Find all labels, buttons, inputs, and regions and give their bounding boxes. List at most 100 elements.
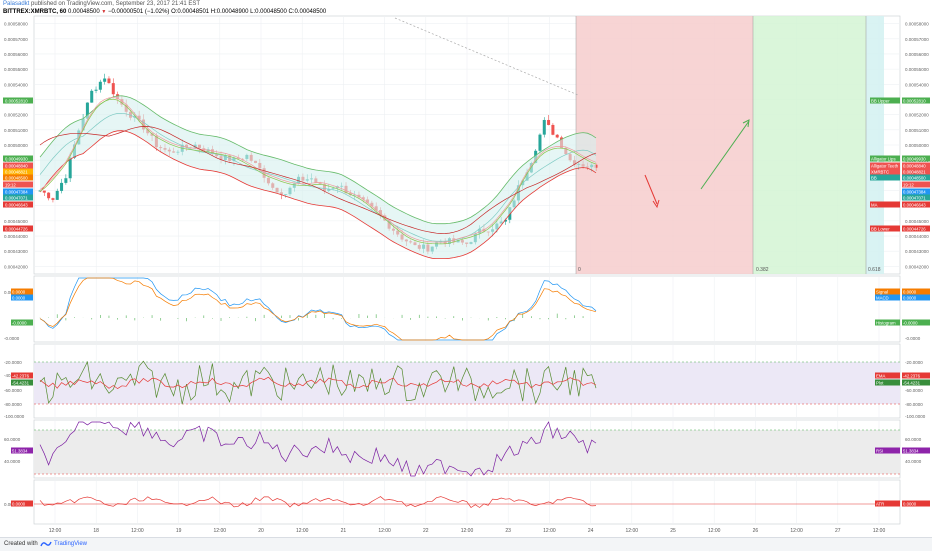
indicator-name-label-text: Signal — [876, 290, 888, 295]
x-tick-label: 12:00 — [708, 528, 721, 534]
x-tick-label: 18 — [93, 528, 99, 534]
indicator-value-right — [902, 294, 930, 301]
price-label-right-text: 19:12 — [903, 183, 914, 188]
y-tick-label-right: 0.00043000 — [905, 249, 929, 254]
indicator-value-right-text: -42.2376 — [903, 374, 921, 379]
candle-body — [503, 219, 507, 222]
price-label-left — [3, 194, 33, 201]
forecast-arrow-down — [644, 174, 658, 205]
sub-y-tick-left: 40.0000 — [4, 459, 21, 464]
price-label-right-text: 0.00048821 — [903, 170, 926, 175]
x-tick-label: 21 — [341, 528, 347, 534]
author-name[interactable]: Palasadkt — [3, 1, 30, 7]
indicator-value-left-text: -0.0000 — [12, 321, 27, 326]
y-tick-label-right: 0.00058000 — [905, 22, 929, 27]
indicator-value-left-text: 0.0000 — [12, 502, 26, 507]
indicator-value-right — [902, 500, 930, 507]
price-label-left-text: 0.00048500 — [5, 176, 28, 181]
price-label-left — [3, 174, 33, 181]
signal-line — [39, 277, 597, 341]
price-label-right-text: 0.00044726 — [903, 227, 926, 232]
x-tick-label: 12:00 — [131, 528, 144, 534]
created-with-text: Created with — [4, 541, 38, 547]
indicator-name-label — [875, 294, 900, 301]
fib-zone-red — [576, 16, 753, 274]
bollinger-lower-line — [39, 130, 597, 259]
fib-label: 0.382 — [756, 267, 769, 273]
tradingview-brand[interactable]: TradingView — [54, 541, 88, 547]
candle-body — [538, 134, 542, 151]
footer-bar: Created with TradingView — [0, 537, 932, 551]
price-label-right-text: 0.00047071 — [903, 196, 926, 201]
candle-body — [47, 192, 51, 199]
indicator-value-left-text: -42.2376 — [12, 374, 30, 379]
x-tick-label: 24 — [588, 528, 594, 534]
candle-body — [555, 134, 559, 138]
price-label-right — [902, 168, 930, 175]
candle-body — [547, 119, 551, 125]
price-label-right-text: 0.00052810 — [903, 99, 926, 104]
indicator-value-left — [11, 447, 33, 454]
indicator-name-label-text: MACD — [876, 296, 889, 301]
symbol-name[interactable]: BITTREX:XMRBTC, 60 — [3, 9, 67, 15]
candle-body — [60, 182, 64, 191]
x-tick-label: 12:00 — [790, 528, 803, 534]
price-label-right — [902, 174, 930, 181]
price-label-left — [3, 162, 33, 169]
down-arrow-icon: ▼ — [101, 9, 107, 15]
y-tick-label-left: 0.00057000 — [4, 37, 28, 42]
alligator-teeth-line — [39, 96, 597, 243]
candle-body — [85, 102, 89, 119]
candle-body — [98, 81, 102, 90]
indicator-value-right — [902, 319, 930, 326]
indicator-name-label-text: Histogram — [876, 321, 896, 326]
price-label-right-text: 0.00048500 — [903, 176, 926, 181]
trend-line-dashed — [394, 17, 579, 96]
price-label-right-text: 0.00047384 — [903, 190, 926, 195]
x-tick-label: 19 — [176, 528, 182, 534]
y-tick-label-right: 0.00052000 — [905, 113, 929, 118]
y-tick-label-left: 0.00052000 — [4, 113, 28, 118]
price-label-right — [902, 225, 930, 232]
price-label-right — [902, 181, 930, 188]
candle-body — [55, 190, 59, 200]
sub-y-tick-left: 60.0000 — [4, 437, 21, 442]
chart-svg[interactable]: 12:00 18 12:00 19 12:00 20 12:00 21 12:00 22 12:00… — [0, 0, 932, 537]
x-tick-label: 22 — [423, 528, 429, 534]
bollinger-basis-line — [39, 112, 597, 242]
price-label-right — [902, 97, 930, 104]
sub-y-tick-right: -20.0000 — [905, 360, 923, 365]
indicator-name-tag — [870, 174, 900, 181]
y-tick-label-right: 0.00050000 — [905, 143, 929, 148]
indicator-value-left-text: 51.3834 — [12, 449, 28, 454]
price-label-left — [3, 225, 33, 232]
indicator-name-label — [875, 319, 900, 326]
forecast-arrow-up — [700, 120, 750, 190]
sub-y-tick-left: -100.0000 — [4, 414, 25, 419]
indicator-name-label-text: EMA — [876, 374, 885, 379]
y-tick-label-left: 0.00044000 — [4, 234, 28, 239]
price-label-right-text: 0.00048840 — [903, 164, 926, 169]
indicator-name-label-text: RSI — [876, 449, 883, 454]
x-tick-label: 12:00 — [543, 528, 556, 534]
indicator-value-left — [11, 500, 33, 507]
y-tick-label-right: 0.00056000 — [905, 52, 929, 57]
indicator-name-label — [875, 372, 900, 379]
price-label-right-text: 0.00049930 — [903, 157, 926, 162]
y-tick-label-left: 0.00043000 — [4, 249, 28, 254]
candle-body — [68, 157, 72, 179]
ohlc-values: O:0.00048501 H:0.00048900 L:0.00048500 C… — [171, 9, 327, 15]
y-tick-label-left: 0.00055000 — [4, 67, 28, 72]
symbol-line: BITTREX:XMRBTC, 60 0.00048500 ▼ −0.00000… — [3, 9, 326, 16]
y-tick-label-right: 0.00045000 — [905, 219, 929, 224]
bollinger-upper-line — [39, 95, 597, 225]
indicator-name-tag — [870, 155, 900, 162]
indicator-name-tag — [870, 162, 900, 169]
indicator-name-tag-text: BB Lower — [871, 227, 890, 232]
y-tick-label-right: 0.00051000 — [905, 128, 929, 133]
forecast-arrow-down-head — [652, 199, 660, 209]
candle-body — [90, 90, 94, 103]
candle-body — [111, 83, 115, 95]
indicator-value-left-text: 0.0000 — [12, 290, 26, 295]
x-tick-label: 12:00 — [49, 528, 62, 534]
